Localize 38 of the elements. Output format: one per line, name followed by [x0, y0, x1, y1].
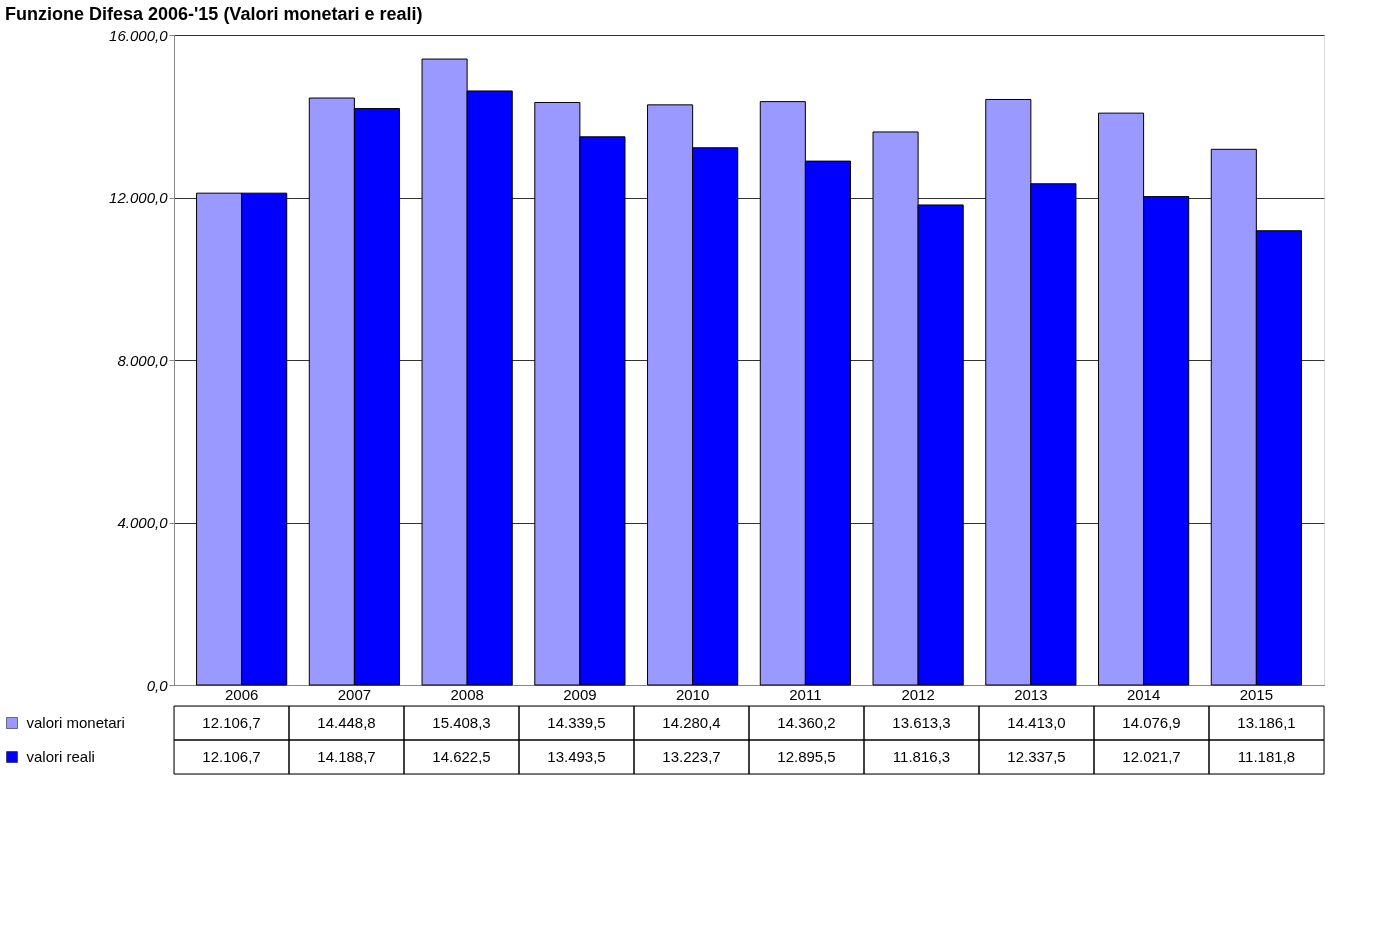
data-label: 11.181,8: [1237, 748, 1296, 765]
data-label: 14.339,5: [547, 714, 606, 731]
data-label: 12.106,7: [202, 748, 261, 765]
legend-label: valori monetari: [26, 714, 125, 731]
y-tick-label: 8.000,0: [117, 351, 169, 369]
x-tick-label: 2015: [1239, 685, 1274, 703]
y-tick-label: 0,0: [146, 676, 169, 694]
data-label: 13.223,7: [662, 748, 721, 765]
data-label: 15.408,3: [432, 714, 491, 731]
x-tick-label: 2010: [675, 685, 710, 703]
data-label: 14.280,4: [662, 714, 721, 731]
data-label: 12.021,7: [1122, 748, 1181, 765]
y-tick-label: 16.000,0: [109, 26, 169, 44]
data-label: 13.613,3: [892, 714, 951, 731]
x-tick-label: 2011: [789, 685, 822, 703]
x-tick-label: 2014: [1126, 685, 1161, 703]
x-tick-label: 2006: [224, 685, 259, 703]
data-label: 14.188,7: [317, 748, 376, 765]
data-label: 13.186,1: [1237, 714, 1296, 731]
data-label: 14.413,0: [1007, 714, 1066, 731]
data-label: 11.816,3: [892, 748, 951, 765]
data-label: 12.337,5: [1007, 748, 1066, 765]
x-tick-label: 2009: [563, 685, 597, 703]
data-label: 12.895,5: [777, 748, 836, 765]
x-tick-label: 2012: [901, 685, 935, 703]
data-label: 14.360,2: [777, 714, 836, 731]
x-tick-label: 2013: [1014, 685, 1048, 703]
data-label: 14.448,8: [317, 714, 376, 731]
chart-title: Funzione Difesa 2006-'15 (Valori monetari e reali): [5, 3, 423, 24]
data-label: 14.622,5: [432, 748, 491, 765]
data-label: 12.106,7: [202, 714, 261, 731]
data-label: 13.493,5: [547, 748, 606, 765]
x-tick-label: 2008: [450, 685, 484, 703]
y-tick-label: 4.000,0: [117, 514, 169, 531]
x-tick-label: 2007: [337, 685, 372, 703]
data-label: 14.076,9: [1122, 714, 1181, 731]
y-tick-label: 12.000,0: [109, 189, 169, 206]
legend-label: valori reali: [26, 748, 95, 765]
